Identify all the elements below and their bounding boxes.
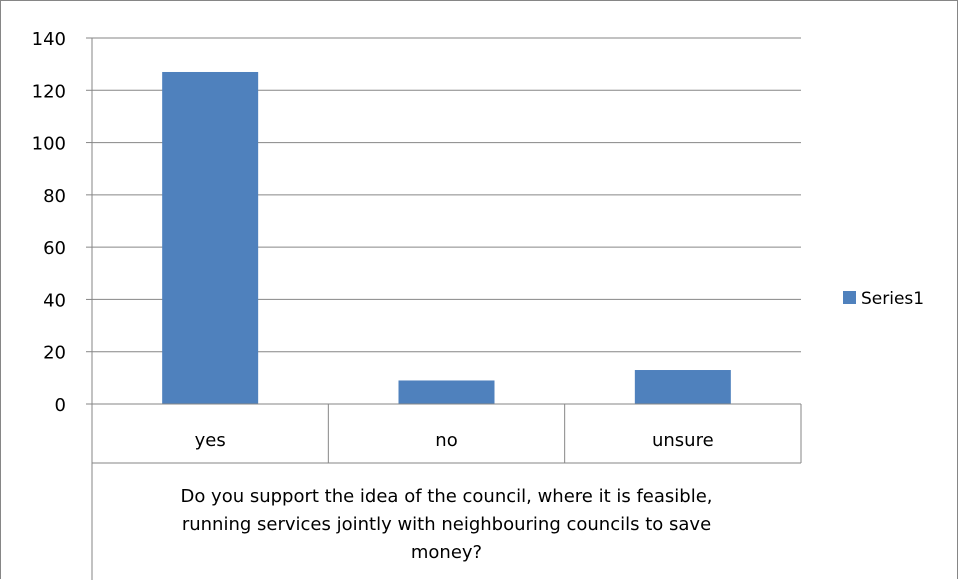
- y-tick-label: 120: [32, 81, 66, 102]
- y-tick-label: 80: [43, 186, 66, 207]
- bar-unsure: [634, 370, 731, 404]
- y-tick-label: 100: [32, 134, 66, 155]
- y-tick-label: 40: [43, 290, 66, 311]
- y-tick-label: 140: [32, 29, 66, 50]
- category-label-unsure: unsure: [652, 430, 714, 451]
- bar-yes: [162, 71, 259, 404]
- category-label-no: no: [435, 430, 457, 451]
- x-axis-title-line: Do you support the idea of the council, …: [180, 486, 712, 507]
- y-tick-label: 20: [43, 343, 66, 364]
- axes: [86, 37, 802, 580]
- legend: Series1: [843, 289, 924, 309]
- category-label-yes: yes: [195, 430, 226, 451]
- y-tick-label: 0: [55, 395, 66, 416]
- x-axis-title-line: money?: [411, 542, 482, 563]
- y-tick-label: 60: [43, 238, 66, 259]
- bars: [162, 71, 731, 404]
- y-tick-labels: 0 20 40 60 80 100 120 140: [32, 29, 66, 416]
- legend-swatch: [843, 291, 856, 304]
- x-axis-title-line: running services jointly with neighbouri…: [182, 514, 711, 535]
- bar-no: [398, 380, 495, 404]
- legend-label: Series1: [861, 289, 924, 309]
- x-axis-title: Do you support the idea of the council, …: [180, 486, 712, 563]
- x-category-labels: yes no unsure: [195, 430, 714, 451]
